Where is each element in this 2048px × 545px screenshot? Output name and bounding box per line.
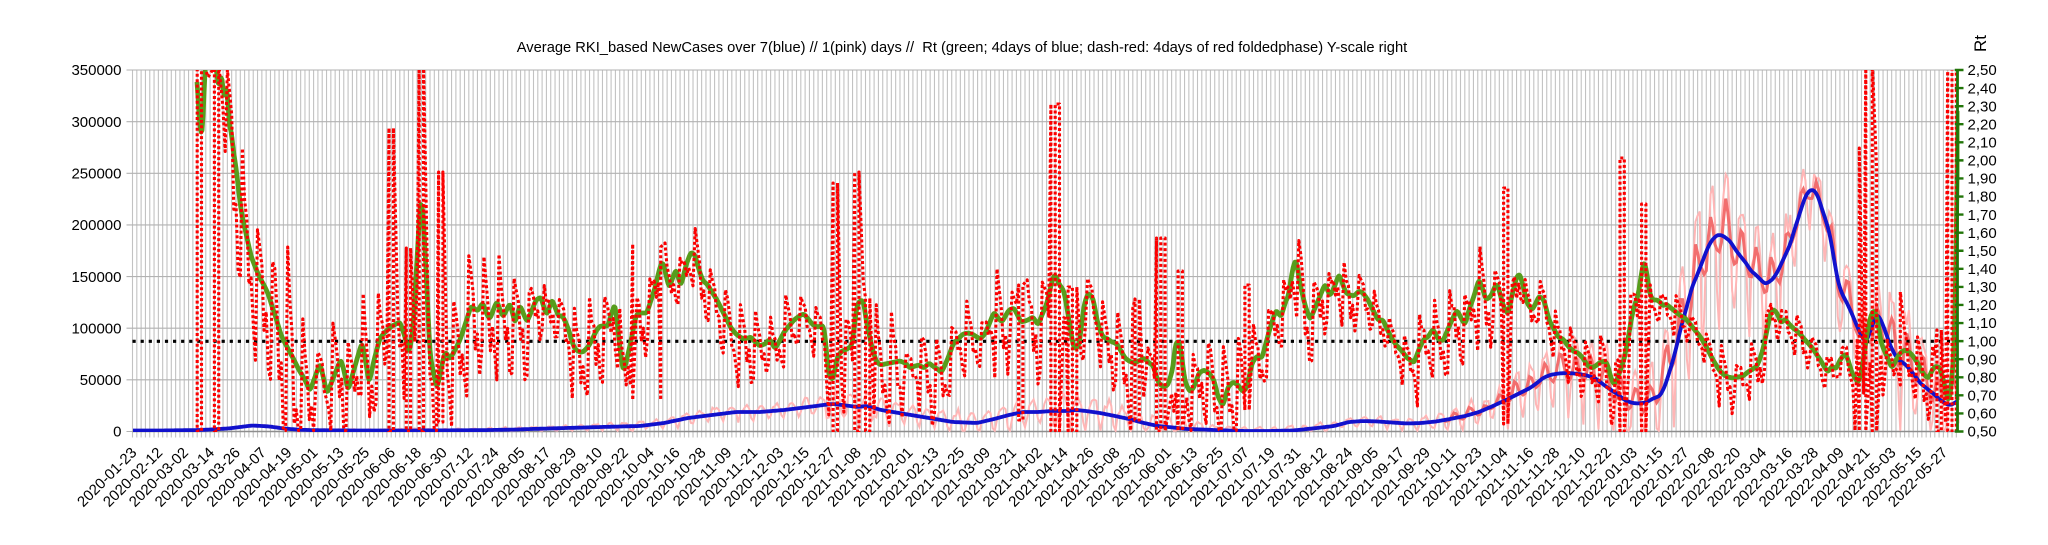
svg-text:0,60: 0,60: [1968, 406, 1997, 423]
svg-text:1,60: 1,60: [1968, 225, 1997, 242]
svg-text:0,70: 0,70: [1968, 388, 1997, 405]
svg-text:1,80: 1,80: [1968, 189, 1997, 206]
svg-text:150000: 150000: [71, 269, 121, 286]
svg-text:250000: 250000: [71, 166, 121, 183]
svg-text:0: 0: [113, 424, 121, 441]
svg-text:2,40: 2,40: [1968, 80, 1997, 97]
svg-text:2,10: 2,10: [1968, 135, 1997, 152]
svg-text:100000: 100000: [71, 320, 121, 337]
svg-text:350000: 350000: [71, 62, 121, 79]
svg-text:1,20: 1,20: [1968, 297, 1997, 314]
svg-text:1,40: 1,40: [1968, 261, 1997, 278]
svg-text:1,70: 1,70: [1968, 207, 1997, 224]
svg-text:0,50: 0,50: [1968, 424, 1997, 441]
svg-text:1,90: 1,90: [1968, 171, 1997, 188]
svg-text:1,00: 1,00: [1968, 333, 1997, 350]
svg-text:2,30: 2,30: [1968, 98, 1997, 115]
svg-text:1,30: 1,30: [1968, 279, 1997, 296]
svg-text:200000: 200000: [71, 217, 121, 234]
svg-text:1,10: 1,10: [1968, 315, 1997, 332]
svg-text:2,20: 2,20: [1968, 116, 1997, 133]
svg-text:Rt: Rt: [1971, 35, 1990, 52]
svg-text:0,90: 0,90: [1968, 351, 1997, 368]
svg-text:2,00: 2,00: [1968, 153, 1997, 170]
svg-text:0,80: 0,80: [1968, 370, 1997, 387]
svg-text:300000: 300000: [71, 114, 121, 131]
svg-text:2,50: 2,50: [1968, 62, 1997, 79]
svg-text:50000: 50000: [80, 372, 122, 389]
svg-text:1,50: 1,50: [1968, 243, 1997, 260]
svg-text:Average RKI_based NewCases ove: Average RKI_based NewCases over 7(blue) …: [517, 40, 1407, 56]
